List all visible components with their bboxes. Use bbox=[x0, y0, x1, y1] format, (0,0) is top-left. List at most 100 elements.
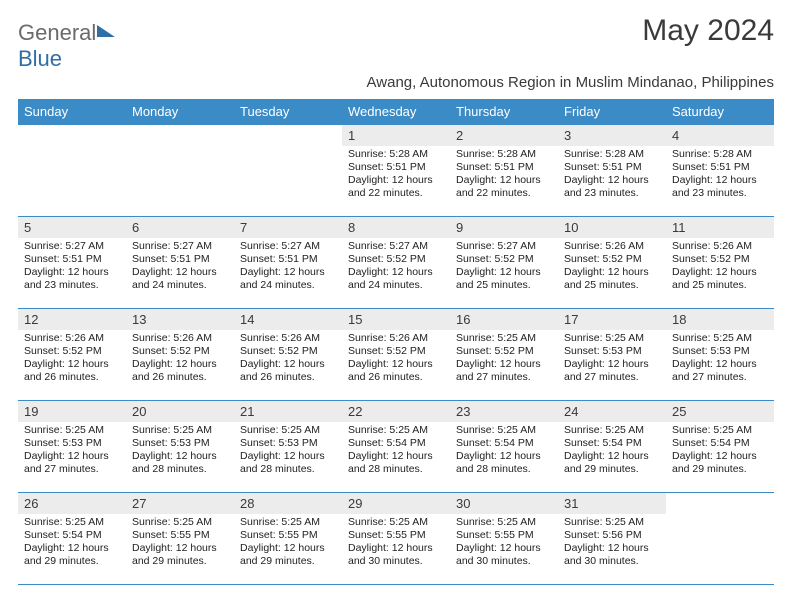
calendar-day-cell: 7Sunrise: 5:27 AMSunset: 5:51 PMDaylight… bbox=[234, 217, 342, 309]
day-number: 9 bbox=[450, 217, 558, 238]
day-number: 22 bbox=[342, 401, 450, 422]
calendar-day-cell: 28Sunrise: 5:25 AMSunset: 5:55 PMDayligh… bbox=[234, 493, 342, 585]
brand-triangle-icon bbox=[97, 25, 115, 37]
calendar-day-cell: 22Sunrise: 5:25 AMSunset: 5:54 PMDayligh… bbox=[342, 401, 450, 493]
day-number: 13 bbox=[126, 309, 234, 330]
day-number: 1 bbox=[342, 125, 450, 146]
title-block: May 2024 bbox=[642, 14, 774, 48]
day-sun-data: Sunrise: 5:26 AMSunset: 5:52 PMDaylight:… bbox=[126, 330, 234, 389]
weekday-header: Sunday bbox=[18, 99, 126, 125]
day-sun-data: Sunrise: 5:25 AMSunset: 5:54 PMDaylight:… bbox=[558, 422, 666, 481]
weekday-header: Friday bbox=[558, 99, 666, 125]
calendar-day-cell: 23Sunrise: 5:25 AMSunset: 5:54 PMDayligh… bbox=[450, 401, 558, 493]
calendar-day-cell: 12Sunrise: 5:26 AMSunset: 5:52 PMDayligh… bbox=[18, 309, 126, 401]
day-sun-data: Sunrise: 5:25 AMSunset: 5:55 PMDaylight:… bbox=[234, 514, 342, 573]
day-sun-data: Sunrise: 5:26 AMSunset: 5:52 PMDaylight:… bbox=[342, 330, 450, 389]
calendar-day-cell: 11Sunrise: 5:26 AMSunset: 5:52 PMDayligh… bbox=[666, 217, 774, 309]
day-number: 17 bbox=[558, 309, 666, 330]
calendar-day-cell bbox=[234, 125, 342, 217]
weekday-header: Wednesday bbox=[342, 99, 450, 125]
day-sun-data: Sunrise: 5:26 AMSunset: 5:52 PMDaylight:… bbox=[18, 330, 126, 389]
day-number: 8 bbox=[342, 217, 450, 238]
calendar-table: SundayMondayTuesdayWednesdayThursdayFrid… bbox=[18, 99, 774, 585]
calendar-day-cell: 18Sunrise: 5:25 AMSunset: 5:53 PMDayligh… bbox=[666, 309, 774, 401]
day-number: 5 bbox=[18, 217, 126, 238]
day-number: 6 bbox=[126, 217, 234, 238]
calendar-week-row: 1Sunrise: 5:28 AMSunset: 5:51 PMDaylight… bbox=[18, 125, 774, 217]
calendar-day-cell: 2Sunrise: 5:28 AMSunset: 5:51 PMDaylight… bbox=[450, 125, 558, 217]
calendar-day-cell: 13Sunrise: 5:26 AMSunset: 5:52 PMDayligh… bbox=[126, 309, 234, 401]
calendar-day-cell: 5Sunrise: 5:27 AMSunset: 5:51 PMDaylight… bbox=[18, 217, 126, 309]
calendar-day-cell: 9Sunrise: 5:27 AMSunset: 5:52 PMDaylight… bbox=[450, 217, 558, 309]
day-number: 24 bbox=[558, 401, 666, 422]
day-number: 10 bbox=[558, 217, 666, 238]
day-sun-data: Sunrise: 5:25 AMSunset: 5:53 PMDaylight:… bbox=[666, 330, 774, 389]
weekday-header: Saturday bbox=[666, 99, 774, 125]
brand-logo: General Blue bbox=[18, 14, 115, 72]
day-sun-data: Sunrise: 5:28 AMSunset: 5:51 PMDaylight:… bbox=[558, 146, 666, 205]
calendar-day-cell: 3Sunrise: 5:28 AMSunset: 5:51 PMDaylight… bbox=[558, 125, 666, 217]
day-sun-data: Sunrise: 5:28 AMSunset: 5:51 PMDaylight:… bbox=[450, 146, 558, 205]
day-sun-data: Sunrise: 5:28 AMSunset: 5:51 PMDaylight:… bbox=[666, 146, 774, 205]
day-number: 2 bbox=[450, 125, 558, 146]
header: General Blue May 2024 bbox=[18, 14, 774, 72]
day-sun-data: Sunrise: 5:25 AMSunset: 5:55 PMDaylight:… bbox=[126, 514, 234, 573]
day-sun-data: Sunrise: 5:25 AMSunset: 5:52 PMDaylight:… bbox=[450, 330, 558, 389]
calendar-day-cell bbox=[126, 125, 234, 217]
day-number: 31 bbox=[558, 493, 666, 514]
day-sun-data: Sunrise: 5:25 AMSunset: 5:54 PMDaylight:… bbox=[666, 422, 774, 481]
day-number: 19 bbox=[18, 401, 126, 422]
calendar-day-cell: 16Sunrise: 5:25 AMSunset: 5:52 PMDayligh… bbox=[450, 309, 558, 401]
calendar-day-cell bbox=[18, 125, 126, 217]
location-subtitle: Awang, Autonomous Region in Muslim Minda… bbox=[18, 74, 774, 91]
calendar-week-row: 26Sunrise: 5:25 AMSunset: 5:54 PMDayligh… bbox=[18, 493, 774, 585]
day-number: 11 bbox=[666, 217, 774, 238]
day-sun-data: Sunrise: 5:25 AMSunset: 5:54 PMDaylight:… bbox=[18, 514, 126, 573]
day-number: 14 bbox=[234, 309, 342, 330]
day-sun-data: Sunrise: 5:25 AMSunset: 5:54 PMDaylight:… bbox=[342, 422, 450, 481]
month-title: May 2024 bbox=[642, 14, 774, 48]
calendar-day-cell: 21Sunrise: 5:25 AMSunset: 5:53 PMDayligh… bbox=[234, 401, 342, 493]
calendar-day-cell: 19Sunrise: 5:25 AMSunset: 5:53 PMDayligh… bbox=[18, 401, 126, 493]
weekday-header-row: SundayMondayTuesdayWednesdayThursdayFrid… bbox=[18, 99, 774, 125]
calendar-day-cell: 8Sunrise: 5:27 AMSunset: 5:52 PMDaylight… bbox=[342, 217, 450, 309]
day-number: 16 bbox=[450, 309, 558, 330]
day-number: 30 bbox=[450, 493, 558, 514]
day-sun-data: Sunrise: 5:26 AMSunset: 5:52 PMDaylight:… bbox=[666, 238, 774, 297]
day-sun-data: Sunrise: 5:27 AMSunset: 5:51 PMDaylight:… bbox=[126, 238, 234, 297]
day-sun-data: Sunrise: 5:25 AMSunset: 5:54 PMDaylight:… bbox=[450, 422, 558, 481]
weekday-header: Thursday bbox=[450, 99, 558, 125]
brand-text: General Blue bbox=[18, 20, 115, 72]
day-sun-data: Sunrise: 5:27 AMSunset: 5:51 PMDaylight:… bbox=[18, 238, 126, 297]
calendar-day-cell: 20Sunrise: 5:25 AMSunset: 5:53 PMDayligh… bbox=[126, 401, 234, 493]
day-sun-data: Sunrise: 5:28 AMSunset: 5:51 PMDaylight:… bbox=[342, 146, 450, 205]
day-sun-data: Sunrise: 5:25 AMSunset: 5:55 PMDaylight:… bbox=[342, 514, 450, 573]
day-sun-data: Sunrise: 5:27 AMSunset: 5:52 PMDaylight:… bbox=[450, 238, 558, 297]
calendar-day-cell: 27Sunrise: 5:25 AMSunset: 5:55 PMDayligh… bbox=[126, 493, 234, 585]
calendar-day-cell: 30Sunrise: 5:25 AMSunset: 5:55 PMDayligh… bbox=[450, 493, 558, 585]
day-number: 27 bbox=[126, 493, 234, 514]
calendar-day-cell: 4Sunrise: 5:28 AMSunset: 5:51 PMDaylight… bbox=[666, 125, 774, 217]
day-sun-data: Sunrise: 5:25 AMSunset: 5:53 PMDaylight:… bbox=[558, 330, 666, 389]
day-sun-data: Sunrise: 5:25 AMSunset: 5:53 PMDaylight:… bbox=[234, 422, 342, 481]
day-number: 12 bbox=[18, 309, 126, 330]
brand-part2: Blue bbox=[18, 46, 62, 71]
calendar-day-cell: 1Sunrise: 5:28 AMSunset: 5:51 PMDaylight… bbox=[342, 125, 450, 217]
day-number: 21 bbox=[234, 401, 342, 422]
day-number: 23 bbox=[450, 401, 558, 422]
day-number: 20 bbox=[126, 401, 234, 422]
calendar-week-row: 19Sunrise: 5:25 AMSunset: 5:53 PMDayligh… bbox=[18, 401, 774, 493]
calendar-day-cell: 10Sunrise: 5:26 AMSunset: 5:52 PMDayligh… bbox=[558, 217, 666, 309]
calendar-day-cell: 31Sunrise: 5:25 AMSunset: 5:56 PMDayligh… bbox=[558, 493, 666, 585]
day-sun-data: Sunrise: 5:25 AMSunset: 5:53 PMDaylight:… bbox=[126, 422, 234, 481]
day-number: 28 bbox=[234, 493, 342, 514]
calendar-day-cell: 17Sunrise: 5:25 AMSunset: 5:53 PMDayligh… bbox=[558, 309, 666, 401]
calendar-day-cell: 25Sunrise: 5:25 AMSunset: 5:54 PMDayligh… bbox=[666, 401, 774, 493]
day-number: 18 bbox=[666, 309, 774, 330]
calendar-week-row: 5Sunrise: 5:27 AMSunset: 5:51 PMDaylight… bbox=[18, 217, 774, 309]
day-number: 3 bbox=[558, 125, 666, 146]
day-sun-data: Sunrise: 5:25 AMSunset: 5:56 PMDaylight:… bbox=[558, 514, 666, 573]
calendar-day-cell bbox=[666, 493, 774, 585]
day-number: 26 bbox=[18, 493, 126, 514]
calendar-week-row: 12Sunrise: 5:26 AMSunset: 5:52 PMDayligh… bbox=[18, 309, 774, 401]
